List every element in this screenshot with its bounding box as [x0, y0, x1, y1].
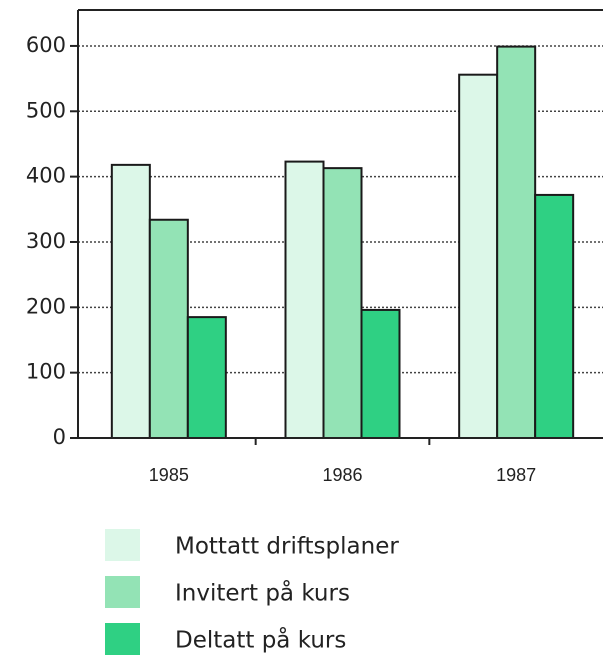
x-tick-label: 1987 — [496, 465, 536, 485]
bar — [496, 45, 537, 439]
x-tick-label: 1985 — [149, 465, 189, 485]
bar — [284, 160, 325, 439]
legend-swatch — [105, 623, 140, 655]
y-tick-label: 100 — [26, 360, 66, 384]
y-tick-label: 500 — [26, 98, 66, 122]
y-tick-label: 600 — [26, 33, 66, 57]
bar — [110, 163, 151, 439]
bar — [186, 316, 227, 439]
legend-label: Deltatt på kurs — [175, 626, 346, 654]
y-tick-label: 400 — [26, 164, 66, 188]
bar — [148, 218, 189, 439]
legend-label: Invitert på kurs — [175, 579, 350, 607]
bar — [458, 73, 499, 440]
y-tick-label: 0 — [53, 425, 66, 449]
y-tick-label: 200 — [26, 294, 66, 318]
legend-swatch — [105, 576, 140, 608]
bar — [360, 308, 401, 440]
legend-label: Mottatt driftsplaner — [175, 534, 399, 560]
bar — [534, 193, 575, 439]
x-tick-label: 1986 — [322, 465, 362, 485]
y-tick-label: 300 — [26, 229, 66, 253]
legend-swatch — [105, 529, 140, 561]
bar — [322, 167, 363, 440]
